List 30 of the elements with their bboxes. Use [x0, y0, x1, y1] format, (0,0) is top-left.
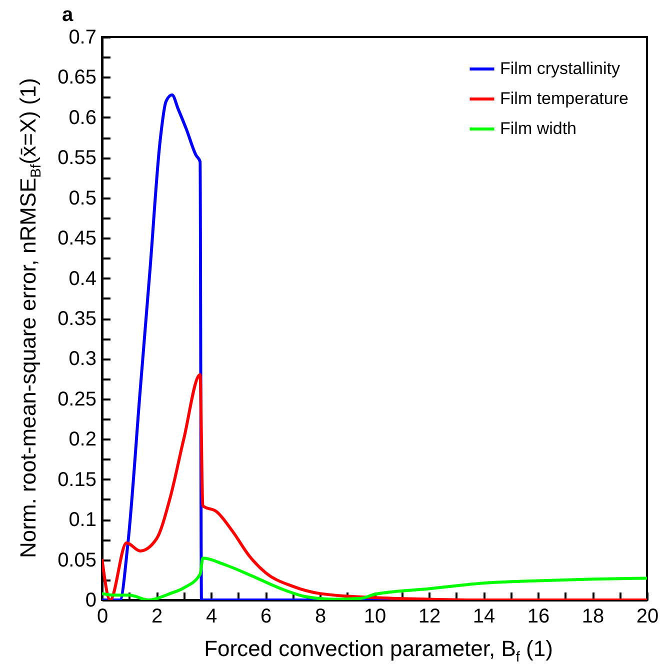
x-tick-label: 16: [527, 606, 550, 628]
legend-label: Film temperature: [500, 89, 628, 108]
y-tick-label: 0.35: [58, 308, 96, 330]
y-tick-label: 0.45: [58, 228, 96, 250]
x-tick-label: 14: [472, 606, 496, 628]
y-tick-label: 0.5: [68, 187, 96, 210]
x-tick-label: 6: [260, 606, 272, 628]
y-tick-label: 0.1: [68, 509, 96, 532]
y-tick-label: 0.7: [68, 26, 96, 48]
legend-label: Film width: [500, 119, 577, 138]
y-tick-label: 0.3: [68, 348, 96, 370]
x-tick-label: 10: [364, 606, 386, 628]
x-tick-label: 12: [418, 606, 441, 628]
y-tick-label: 0.65: [58, 66, 96, 89]
y-tick-label: 0: [85, 590, 96, 612]
x-tick-label: 4: [206, 606, 218, 628]
x-tick-label: 2: [151, 606, 163, 628]
y-tick-label: 0.4: [68, 268, 96, 290]
chart-title: a: [62, 4, 74, 27]
y-tick-label: 0.25: [58, 388, 96, 410]
x-tick-label: 8: [314, 606, 326, 628]
y-tick-label: 0.55: [58, 147, 96, 170]
x-axis-title: Forced convection parameter, B$_{f}$ (1): [203, 636, 554, 666]
legend-label: Film crystallinity: [500, 59, 620, 78]
x-tick-label: 20: [636, 606, 659, 628]
y-tick-label: 0.6: [68, 106, 96, 129]
y-tick-label: 0.2: [68, 428, 96, 451]
y-tick-label: 0.05: [58, 549, 96, 572]
x-tick-label: 18: [582, 606, 604, 628]
y-tick-label: 0.15: [58, 468, 96, 491]
